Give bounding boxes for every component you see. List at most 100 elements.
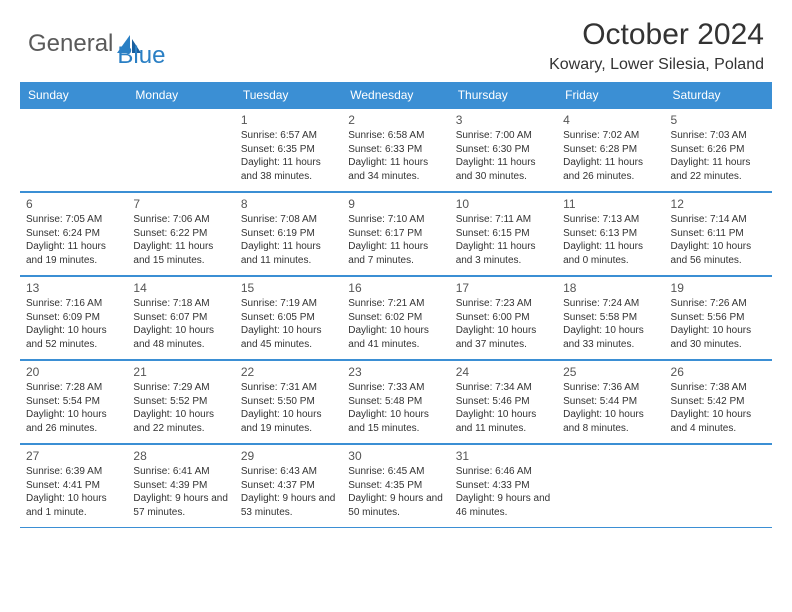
- day-info: Sunrise: 7:29 AMSunset: 5:52 PMDaylight:…: [133, 381, 228, 435]
- daylight-text: Daylight: 10 hours and 1 minute.: [26, 492, 121, 519]
- sunrise-text: Sunrise: 7:33 AM: [348, 381, 443, 395]
- daylight-text: Daylight: 11 hours and 0 minutes.: [563, 240, 658, 267]
- day-info: Sunrise: 7:28 AMSunset: 5:54 PMDaylight:…: [26, 381, 121, 435]
- day-cell: 22Sunrise: 7:31 AMSunset: 5:50 PMDayligh…: [235, 360, 342, 443]
- day-number: 18: [563, 281, 658, 295]
- day-cell: 7Sunrise: 7:06 AMSunset: 6:22 PMDaylight…: [127, 192, 234, 275]
- day-info: Sunrise: 6:46 AMSunset: 4:33 PMDaylight:…: [456, 465, 551, 519]
- daylight-text: Daylight: 11 hours and 34 minutes.: [348, 156, 443, 183]
- day-cell: 26 Sunrise: 7:38 AMSunset: 5:42 PMDayligh…: [665, 360, 772, 443]
- sunset-text: Sunset: 4:41 PM: [26, 479, 121, 493]
- sunrise-text: Sunrise: 7:03 AM: [671, 129, 766, 143]
- day-info: Sunrise: 6:43 AMSunset: 4:37 PMDaylight:…: [241, 465, 336, 519]
- day-number: 19: [671, 281, 766, 295]
- day-number: 27: [26, 449, 121, 463]
- day-info: Sunrise: 6:39 AMSunset: 4:41 PMDaylight:…: [26, 465, 121, 519]
- week-row: 27 Sunrise: 6:39 AMSunset: 4:41 PMDayligh…: [20, 444, 772, 528]
- day-info: Sunrise: 7:18 AMSunset: 6:07 PMDaylight:…: [133, 297, 228, 351]
- day-info: Sunrise: 6:57 AMSunset: 6:35 PMDaylight:…: [241, 129, 336, 183]
- week-row: 1Sunrise: 6:57 AMSunset: 6:35 PMDaylight…: [20, 108, 772, 192]
- day-cell: 11Sunrise: 7:13 AMSunset: 6:13 PMDayligh…: [557, 192, 664, 275]
- day-cell: 13Sunrise: 7:16 AMSunset: 6:09 PMDayligh…: [20, 276, 127, 359]
- location-text: Kowary, Lower Silesia, Poland: [549, 56, 764, 74]
- daylight-text: Daylight: 11 hours and 22 minutes.: [671, 156, 766, 183]
- day-info: Sunrise: 7:23 AMSunset: 6:00 PMDaylight:…: [456, 297, 551, 351]
- sunrise-text: Sunrise: 6:39 AM: [26, 465, 121, 479]
- sunset-text: Sunset: 6:17 PM: [348, 227, 443, 241]
- day-info: Sunrise: 7:33 AMSunset: 5:48 PMDaylight:…: [348, 381, 443, 435]
- daylight-text: Daylight: 10 hours and 41 minutes.: [348, 324, 443, 351]
- sunrise-text: Sunrise: 7:14 AM: [671, 213, 766, 227]
- sunset-text: Sunset: 5:44 PM: [563, 395, 658, 409]
- daylight-text: Daylight: 11 hours and 7 minutes.: [348, 240, 443, 267]
- day-info: Sunrise: 7:26 AMSunset: 5:56 PMDaylight:…: [671, 297, 766, 351]
- sunrise-text: Sunrise: 7:23 AM: [456, 297, 551, 311]
- daylight-text: Daylight: 10 hours and 33 minutes.: [563, 324, 658, 351]
- sunset-text: Sunset: 4:37 PM: [241, 479, 336, 493]
- day-cell-empty: [557, 444, 664, 527]
- day-cell: 4Sunrise: 7:02 AMSunset: 6:28 PMDaylight…: [557, 108, 664, 191]
- daylight-text: Daylight: 10 hours and 26 minutes.: [26, 408, 121, 435]
- day-cell: 17Sunrise: 7:23 AMSunset: 6:00 PMDayligh…: [450, 276, 557, 359]
- weekday-header: Tuesday: [235, 82, 342, 108]
- day-number: 30: [348, 449, 443, 463]
- day-number: 23: [348, 365, 443, 379]
- daylight-text: Daylight: 11 hours and 30 minutes.: [456, 156, 551, 183]
- sunset-text: Sunset: 6:13 PM: [563, 227, 658, 241]
- logo-text-general: General: [28, 30, 113, 58]
- day-info: Sunrise: 7:24 AMSunset: 5:58 PMDaylight:…: [563, 297, 658, 351]
- sunset-text: Sunset: 5:58 PM: [563, 311, 658, 325]
- daylight-text: Daylight: 10 hours and 11 minutes.: [456, 408, 551, 435]
- daylight-text: Daylight: 10 hours and 15 minutes.: [348, 408, 443, 435]
- sunset-text: Sunset: 5:52 PM: [133, 395, 228, 409]
- day-cell-empty: [20, 108, 127, 191]
- day-cell: 21Sunrise: 7:29 AMSunset: 5:52 PMDayligh…: [127, 360, 234, 443]
- day-cell: 5Sunrise: 7:03 AMSunset: 6:26 PMDaylight…: [665, 108, 772, 191]
- sunrise-text: Sunrise: 7:10 AM: [348, 213, 443, 227]
- sunset-text: Sunset: 5:42 PM: [671, 395, 766, 409]
- sunset-text: Sunset: 6:02 PM: [348, 311, 443, 325]
- sunset-text: Sunset: 6:11 PM: [671, 227, 766, 241]
- day-info: Sunrise: 6:45 AMSunset: 4:35 PMDaylight:…: [348, 465, 443, 519]
- sunset-text: Sunset: 6:28 PM: [563, 143, 658, 157]
- daylight-text: Daylight: 10 hours and 48 minutes.: [133, 324, 228, 351]
- weekday-header-row: SundayMondayTuesdayWednesdayThursdayFrid…: [20, 82, 772, 108]
- day-cell: 25Sunrise: 7:36 AMSunset: 5:44 PMDayligh…: [557, 360, 664, 443]
- day-cell: 19 Sunrise: 7:26 AMSunset: 5:56 PMDayligh…: [665, 276, 772, 359]
- sunset-text: Sunset: 5:56 PM: [671, 311, 766, 325]
- daylight-text: Daylight: 10 hours and 22 minutes.: [133, 408, 228, 435]
- sunset-text: Sunset: 6:00 PM: [456, 311, 551, 325]
- weekday-header: Thursday: [450, 82, 557, 108]
- sunset-text: Sunset: 6:05 PM: [241, 311, 336, 325]
- day-info: Sunrise: 6:41 AMSunset: 4:39 PMDaylight:…: [133, 465, 228, 519]
- sunrise-text: Sunrise: 7:28 AM: [26, 381, 121, 395]
- day-cell: 29Sunrise: 6:43 AMSunset: 4:37 PMDayligh…: [235, 444, 342, 527]
- day-info: Sunrise: 7:19 AMSunset: 6:05 PMDaylight:…: [241, 297, 336, 351]
- sunrise-text: Sunrise: 7:13 AM: [563, 213, 658, 227]
- sunrise-text: Sunrise: 7:29 AM: [133, 381, 228, 395]
- day-cell: 2Sunrise: 6:58 AMSunset: 6:33 PMDaylight…: [342, 108, 449, 191]
- day-number: 26: [671, 365, 766, 379]
- day-number: 28: [133, 449, 228, 463]
- sunset-text: Sunset: 5:48 PM: [348, 395, 443, 409]
- sunrise-text: Sunrise: 7:00 AM: [456, 129, 551, 143]
- day-number: 2: [348, 113, 443, 127]
- day-info: Sunrise: 7:10 AMSunset: 6:17 PMDaylight:…: [348, 213, 443, 267]
- sunset-text: Sunset: 6:33 PM: [348, 143, 443, 157]
- header: General Blue October 2024 Kowary, Lower …: [0, 0, 792, 82]
- day-info: Sunrise: 7:34 AMSunset: 5:46 PMDaylight:…: [456, 381, 551, 435]
- sunrise-text: Sunrise: 7:24 AM: [563, 297, 658, 311]
- sunset-text: Sunset: 6:30 PM: [456, 143, 551, 157]
- sunrise-text: Sunrise: 7:18 AM: [133, 297, 228, 311]
- weekday-header: Monday: [127, 82, 234, 108]
- day-info: Sunrise: 7:38 AMSunset: 5:42 PMDaylight:…: [671, 381, 766, 435]
- sunrise-text: Sunrise: 6:45 AM: [348, 465, 443, 479]
- daylight-text: Daylight: 10 hours and 52 minutes.: [26, 324, 121, 351]
- sunset-text: Sunset: 6:35 PM: [241, 143, 336, 157]
- sunset-text: Sunset: 6:22 PM: [133, 227, 228, 241]
- day-number: 14: [133, 281, 228, 295]
- sunset-text: Sunset: 4:35 PM: [348, 479, 443, 493]
- month-title: October 2024: [549, 18, 764, 52]
- day-cell: 30 Sunrise: 6:45 AMSunset: 4:35 PMDayligh…: [342, 444, 449, 527]
- sunrise-text: Sunrise: 7:36 AM: [563, 381, 658, 395]
